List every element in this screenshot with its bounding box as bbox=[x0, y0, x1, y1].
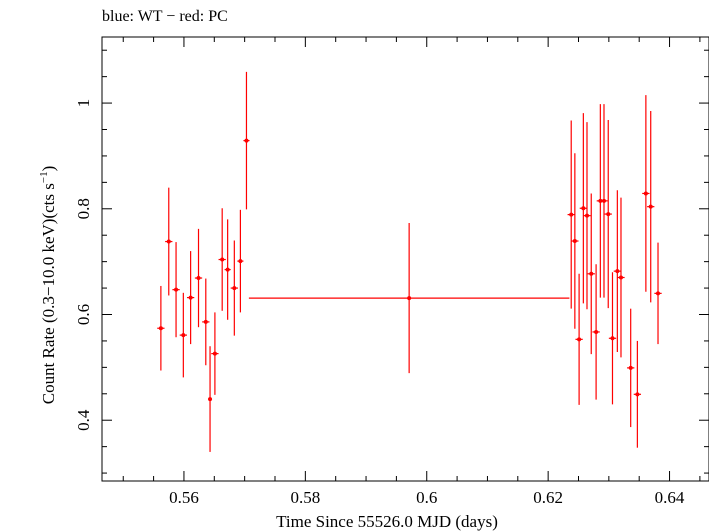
data-point bbox=[600, 104, 608, 298]
data-point bbox=[248, 223, 570, 374]
data-point bbox=[587, 193, 595, 355]
data-point bbox=[165, 187, 173, 296]
data-marker bbox=[225, 267, 230, 272]
y-tick-label: 0.6 bbox=[74, 304, 93, 325]
data-marker bbox=[232, 286, 237, 291]
y-axis-tick-labels: 0.4 0.6 0.8 1 bbox=[74, 99, 93, 431]
data-point bbox=[243, 71, 250, 210]
data-marker bbox=[158, 326, 163, 331]
data-point bbox=[654, 242, 662, 345]
data-marker bbox=[407, 296, 412, 301]
data-point bbox=[592, 264, 600, 400]
data-point bbox=[237, 209, 244, 313]
data-marker bbox=[618, 275, 623, 280]
data-point bbox=[617, 197, 625, 358]
x-tick-label: 0.64 bbox=[655, 488, 685, 507]
data-marker bbox=[643, 191, 648, 196]
data-point bbox=[627, 308, 635, 428]
data-marker bbox=[569, 212, 574, 217]
data-marker bbox=[635, 392, 640, 397]
y-axis-ticks bbox=[102, 49, 709, 474]
data-points bbox=[157, 71, 662, 452]
data-marker bbox=[656, 291, 661, 296]
x-tick-label: 0.58 bbox=[290, 488, 320, 507]
y-tick-label: 0.8 bbox=[74, 198, 93, 219]
data-point bbox=[218, 208, 226, 311]
data-point bbox=[157, 285, 165, 371]
data-point bbox=[604, 119, 612, 309]
x-tick-label: 0.62 bbox=[533, 488, 563, 507]
y-axis-label-main: Count Rate (0.3−10.0 keV)(cts s bbox=[39, 183, 58, 404]
data-point bbox=[224, 219, 231, 320]
data-marker bbox=[188, 295, 193, 300]
data-marker bbox=[581, 206, 586, 211]
plot-frame bbox=[101, 36, 709, 482]
data-point bbox=[194, 228, 203, 328]
data-point bbox=[571, 153, 579, 329]
data-point bbox=[633, 340, 642, 448]
data-point bbox=[186, 251, 195, 345]
data-marker bbox=[628, 365, 633, 370]
data-marker bbox=[615, 269, 620, 274]
data-marker bbox=[589, 271, 594, 276]
data-point bbox=[647, 111, 655, 303]
data-point bbox=[613, 190, 621, 353]
data-marker bbox=[648, 204, 653, 209]
data-point bbox=[642, 95, 650, 292]
data-marker bbox=[166, 239, 171, 244]
data-marker bbox=[572, 239, 577, 244]
y-tick-label: 0.4 bbox=[74, 409, 93, 431]
data-marker bbox=[203, 319, 208, 324]
y-axis-label-superscript: −1 bbox=[38, 171, 50, 183]
y-tick-label: 1 bbox=[74, 99, 93, 108]
data-point bbox=[579, 113, 587, 304]
chart-title: blue: WT − red: PC bbox=[102, 8, 228, 25]
data-marker bbox=[244, 138, 249, 143]
data-point bbox=[208, 346, 213, 452]
data-marker bbox=[220, 257, 225, 262]
x-axis-label: Time Since 55526.0 MJD (days) bbox=[276, 512, 498, 531]
x-tick-label: 0.6 bbox=[416, 488, 437, 507]
data-point bbox=[172, 242, 180, 338]
data-marker bbox=[181, 333, 186, 338]
data-point bbox=[567, 120, 575, 309]
data-point bbox=[179, 292, 187, 378]
data-marker bbox=[610, 336, 615, 341]
data-marker bbox=[174, 287, 179, 292]
data-marker bbox=[212, 351, 217, 356]
data-marker bbox=[238, 259, 243, 264]
data-marker bbox=[606, 212, 611, 217]
x-axis-tick-labels: 0.56 0.58 0.6 0.62 0.64 bbox=[169, 488, 685, 507]
y-axis-label-close: ) bbox=[39, 166, 58, 172]
data-marker bbox=[208, 397, 213, 402]
data-marker bbox=[601, 198, 606, 203]
x-tick-label: 0.56 bbox=[169, 488, 199, 507]
data-point bbox=[583, 122, 591, 310]
x-axis-ticks bbox=[122, 37, 701, 481]
data-point bbox=[575, 273, 583, 405]
data-marker bbox=[594, 329, 599, 334]
data-point bbox=[230, 240, 238, 336]
data-point bbox=[202, 278, 210, 366]
data-point bbox=[211, 312, 219, 395]
data-marker bbox=[196, 276, 201, 281]
data-marker bbox=[584, 213, 589, 218]
data-marker bbox=[577, 337, 582, 342]
y-axis-label: Count Rate (0.3−10.0 keV)(cts s−1) bbox=[38, 166, 58, 405]
data-point bbox=[608, 272, 617, 405]
